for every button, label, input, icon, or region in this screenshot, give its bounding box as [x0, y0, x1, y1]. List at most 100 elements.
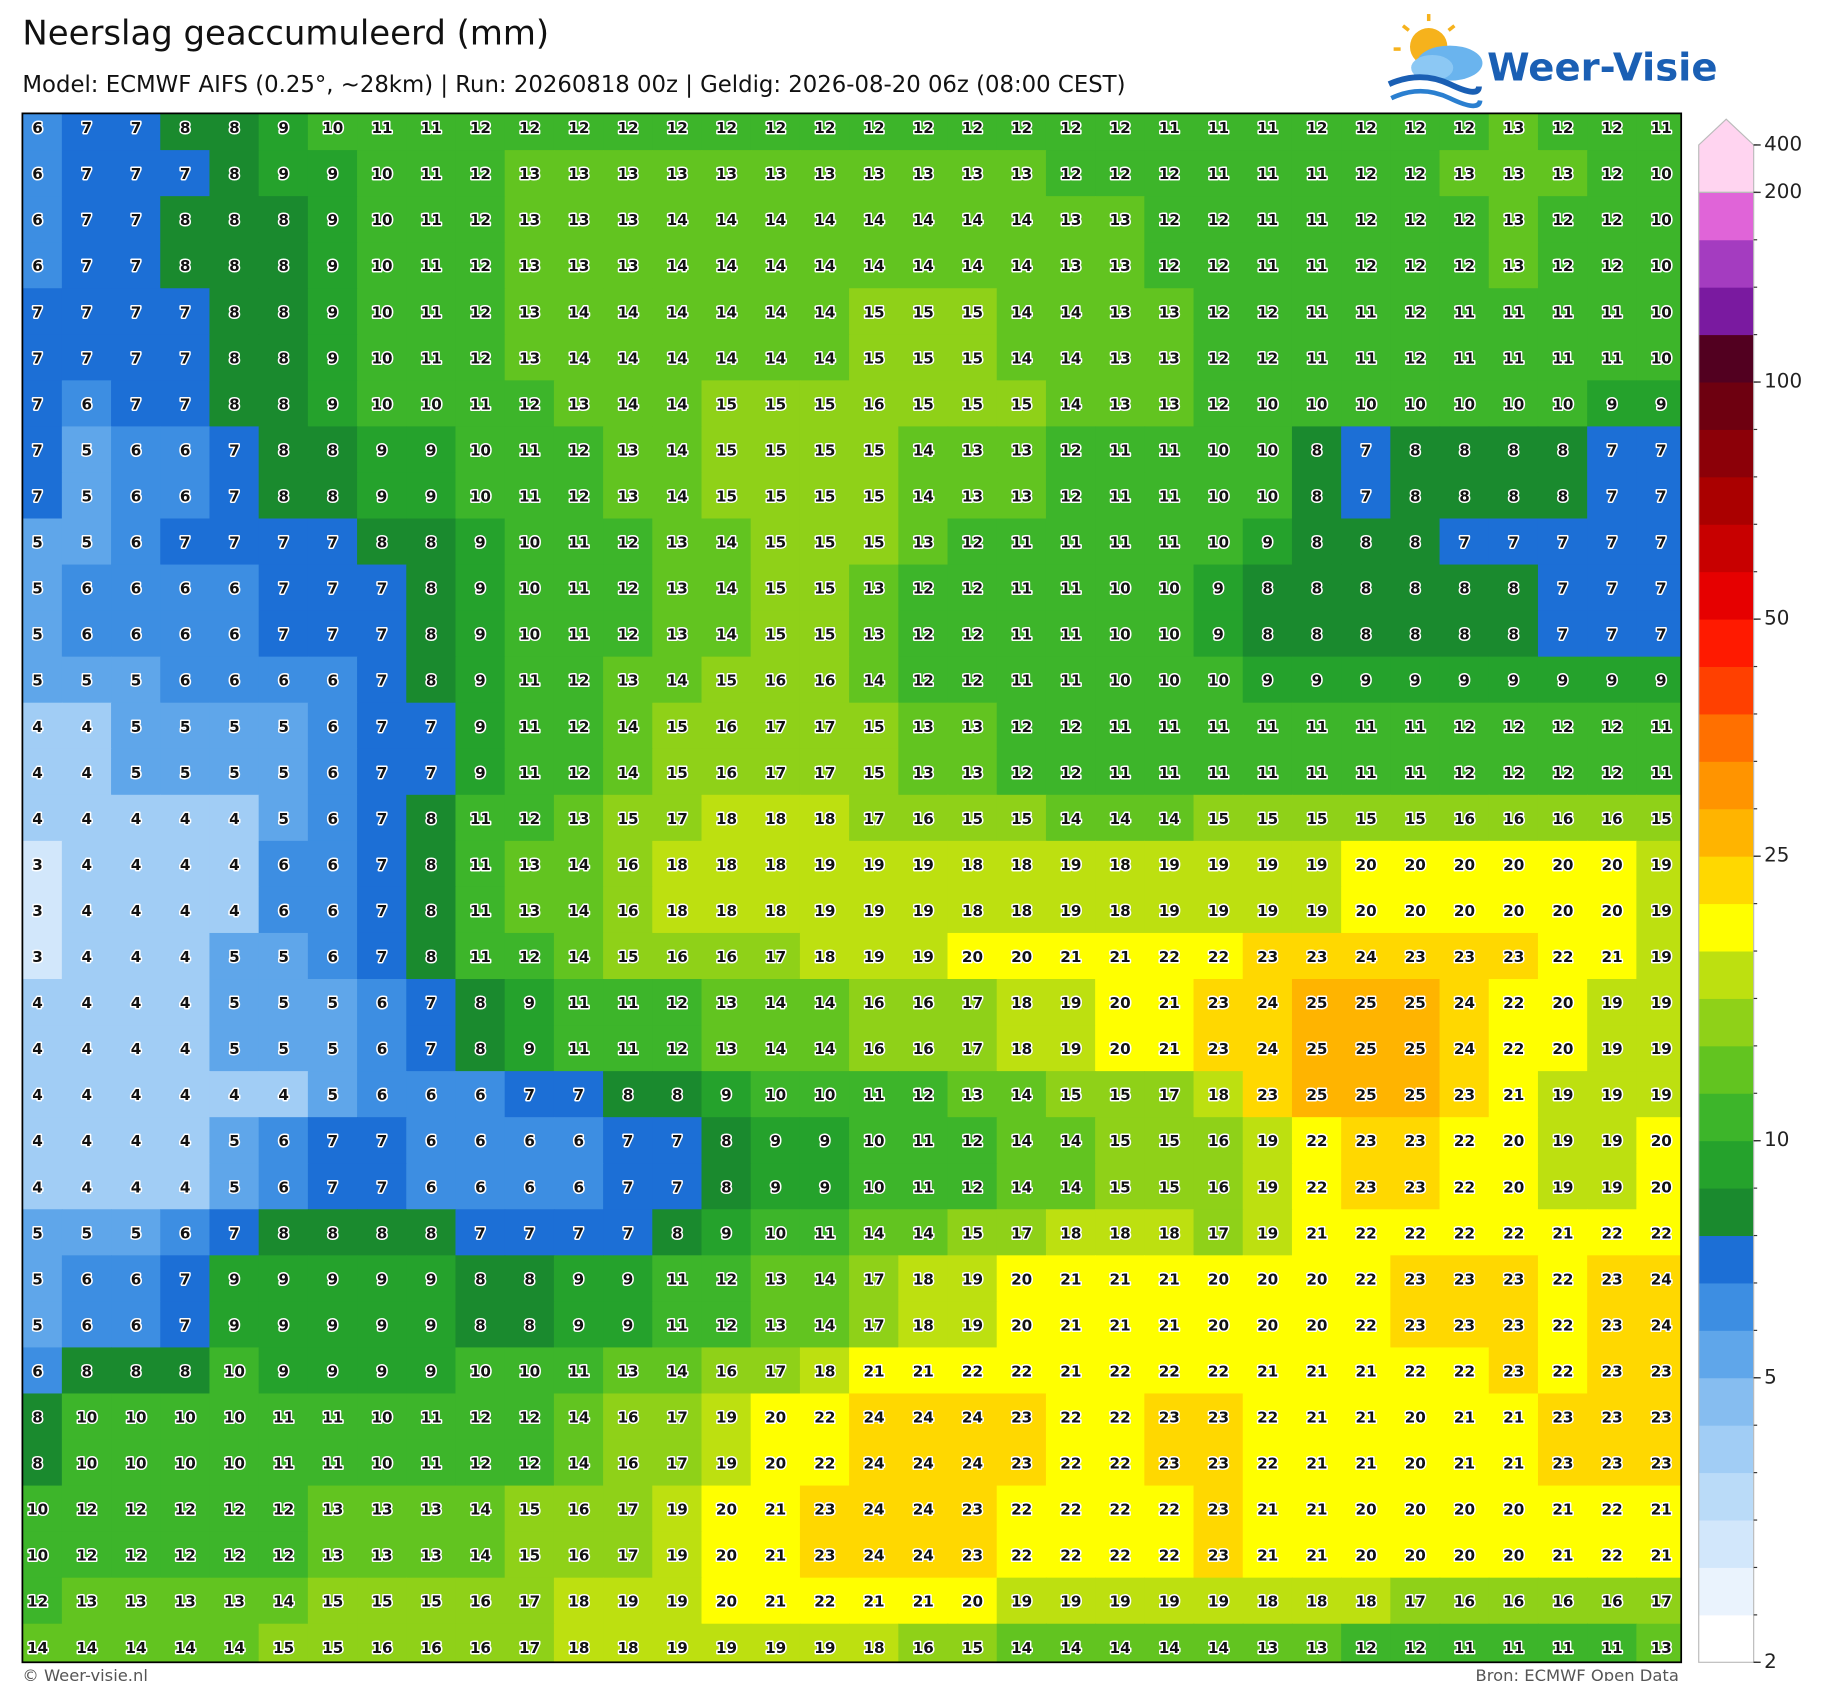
cell-value: 13 [716, 1040, 737, 1058]
cell [1636, 196, 1682, 243]
cell-value: 7 [32, 487, 43, 505]
cell [1341, 979, 1392, 1026]
cell-value: 4 [82, 810, 93, 828]
cell [1144, 380, 1195, 428]
cell-value: 16 [1602, 1593, 1623, 1611]
cell-value: 25 [1306, 1040, 1327, 1058]
cell [1045, 113, 1096, 151]
cell-value: 15 [863, 441, 884, 459]
cell [1636, 979, 1682, 1026]
cell-value: 9 [1656, 395, 1667, 413]
cell-value: 24 [913, 1501, 934, 1519]
cell-value: 5 [278, 1040, 289, 1058]
cell-value: 19 [863, 902, 884, 920]
cell-value: 9 [475, 626, 486, 644]
cell-value: 13 [617, 672, 638, 690]
cell-value: 11 [667, 1316, 688, 1334]
cell [996, 1485, 1047, 1533]
cell [947, 472, 998, 520]
cell-value: 11 [273, 1455, 294, 1473]
cell [1341, 518, 1392, 566]
cell-value: 15 [962, 810, 983, 828]
cell-value: 14 [814, 1270, 835, 1288]
cell-value: 17 [667, 810, 688, 828]
cell [22, 1071, 63, 1118]
cell-value: 10 [1257, 441, 1278, 459]
cell-value: 9 [524, 994, 535, 1012]
cell [1537, 1209, 1588, 1257]
cell-value: 15 [667, 764, 688, 782]
cell [849, 196, 900, 243]
cell-value: 15 [1110, 1132, 1131, 1150]
cell-value: 23 [1552, 1409, 1573, 1427]
cell [307, 840, 358, 888]
cell [160, 1439, 211, 1487]
cell [504, 426, 555, 474]
cell [111, 748, 161, 796]
cell-value: 15 [913, 395, 934, 413]
cell [947, 840, 998, 888]
cell-value: 24 [863, 1547, 884, 1565]
cell-value: 7 [377, 580, 388, 598]
cell-value: 19 [1257, 902, 1278, 920]
cell [209, 840, 260, 888]
cell [1095, 702, 1146, 750]
cell-value: 6 [377, 1086, 388, 1104]
cell-value: 14 [667, 487, 688, 505]
cell-value: 7 [1607, 626, 1618, 644]
cell-value: 7 [131, 119, 142, 137]
cell [504, 1577, 555, 1625]
cell-value: 9 [328, 303, 339, 321]
cell-value: 15 [1405, 810, 1426, 828]
cell [1636, 1301, 1682, 1349]
cell-value: 23 [1503, 1270, 1524, 1288]
cell-value: 19 [1208, 856, 1229, 874]
cell-value: 15 [765, 487, 786, 505]
cell [652, 518, 703, 566]
cell-value: 23 [1602, 1455, 1623, 1473]
cell [1390, 1439, 1441, 1487]
cell-value: 24 [1454, 994, 1475, 1012]
cell [1537, 1485, 1588, 1533]
cell-value: 22 [1060, 1501, 1081, 1519]
cell-value: 12 [519, 810, 540, 828]
cell [553, 113, 604, 151]
cell [996, 979, 1047, 1026]
cell-value: 23 [1208, 1547, 1229, 1565]
cell-value: 7 [524, 1086, 535, 1104]
cell-value: 22 [1454, 1132, 1475, 1150]
cell [1144, 702, 1195, 750]
cell [701, 196, 752, 243]
cell-value: 23 [1405, 1132, 1426, 1150]
cell-value: 14 [568, 303, 589, 321]
cell-value: 11 [1306, 165, 1327, 183]
cell [1045, 1439, 1096, 1487]
cell-value: 21 [1651, 1501, 1672, 1519]
cell [61, 334, 112, 382]
cell [307, 702, 358, 750]
cell-value: 15 [863, 349, 884, 367]
cell [160, 1117, 211, 1164]
cell-value: 9 [278, 1270, 289, 1288]
cell [160, 1071, 211, 1118]
cell-value: 21 [1552, 1501, 1573, 1519]
cell [1439, 380, 1490, 428]
cell-value: 11 [470, 395, 491, 413]
cell [504, 1301, 555, 1349]
cell-value: 20 [1011, 1316, 1032, 1334]
cell [307, 1071, 358, 1118]
cell-value: 23 [1405, 1270, 1426, 1288]
cell [898, 656, 949, 704]
cell-value: 4 [82, 1040, 93, 1058]
cell-value: 8 [426, 580, 437, 598]
cell [1242, 1025, 1293, 1072]
cell [504, 1347, 555, 1395]
cell-value: 11 [568, 580, 589, 598]
cell [1488, 1301, 1539, 1349]
cell [406, 748, 457, 796]
cell [307, 932, 358, 980]
cell-value: 12 [1011, 119, 1032, 137]
cell [1439, 1163, 1490, 1210]
cell [1291, 426, 1342, 474]
cell-value: 10 [1503, 395, 1524, 413]
